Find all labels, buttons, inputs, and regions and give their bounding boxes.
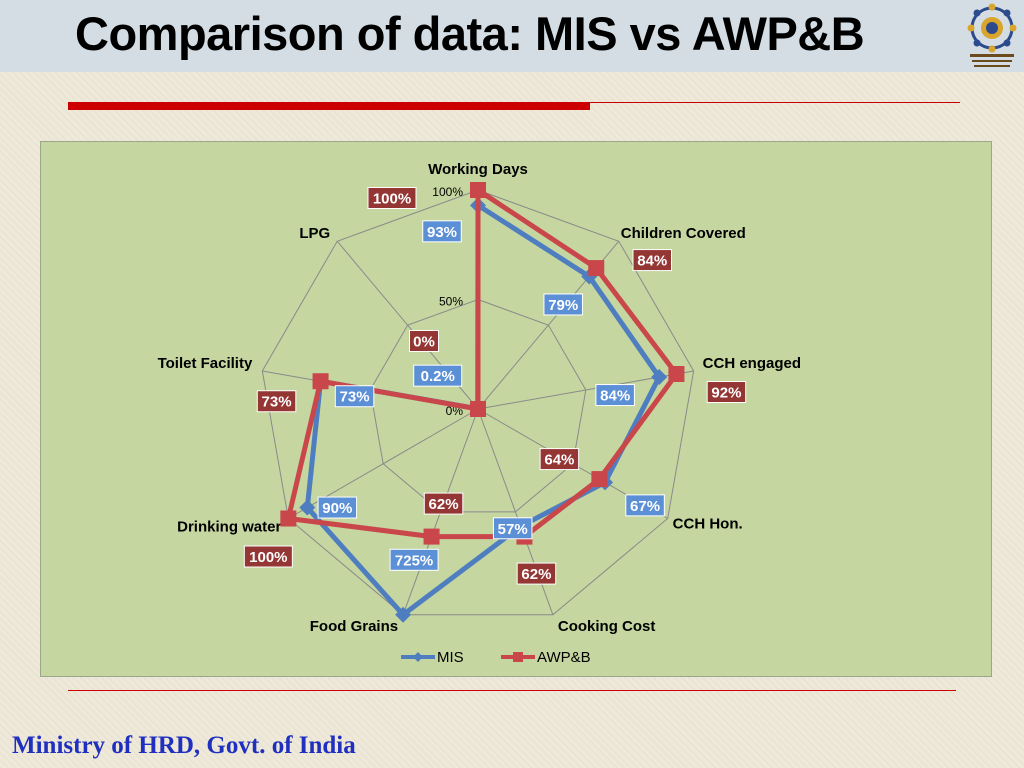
axis-label-children-covered: Children Covered [621, 225, 746, 242]
awpb-point-lpg [470, 401, 486, 417]
data-label-awp-b-lpg: 0% [409, 330, 439, 352]
awpb-point-cch-engaged [668, 366, 685, 383]
awpb-point-food-grains [423, 528, 440, 545]
axis-label-cch-hon: CCH Hon. [673, 516, 743, 533]
data-label-mis-food-grains: 725% [389, 548, 439, 571]
radial-tick-label: 50% [439, 295, 463, 309]
radial-tick-label: 100% [432, 185, 463, 199]
series-lines [280, 182, 685, 623]
data-label-mis-working-days: 93% [422, 220, 462, 243]
data-label-mis-drinking-water: 90% [317, 496, 358, 519]
svg-text:92%: 92% [711, 385, 741, 402]
svg-text:84%: 84% [600, 388, 630, 405]
axis-label-drinking-water: Drinking water [177, 519, 281, 536]
data-label-awp-b-cch-hon: 64% [539, 448, 580, 471]
svg-text:93%: 93% [427, 224, 457, 241]
mis-point-children-covered [581, 268, 598, 285]
svg-text:100%: 100% [249, 549, 287, 566]
grid-ring [369, 298, 587, 513]
mis-point-food-grains [395, 606, 412, 623]
svg-text:57%: 57% [498, 521, 528, 538]
mis-point-drinking-water [299, 499, 316, 516]
data-label-mis-cch-hon: 67% [625, 494, 665, 517]
awpb-point-working-days [470, 182, 486, 198]
legend-item-mis: MIS [401, 649, 464, 666]
data-label-awp-b-children-covered: 84% [632, 249, 672, 272]
svg-text:73%: 73% [262, 394, 292, 411]
grid-ring [261, 189, 695, 616]
svg-text:64%: 64% [544, 452, 574, 469]
axis-label-lpg: LPG [299, 225, 330, 242]
axis-label-cch-engaged: CCH engaged [703, 355, 801, 372]
svg-text:79%: 79% [548, 297, 578, 314]
decorative-rule-thin [590, 102, 960, 103]
legend: MIS AWP&B [401, 649, 591, 666]
axis-label-toilet-facility: Toilet Facility [158, 355, 253, 372]
data-label-mis-cooking-cost: 57% [492, 517, 533, 540]
data-label-awp-b-toilet-facility: 73% [256, 390, 297, 413]
awpb-point-drinking-water [280, 510, 297, 527]
svg-text:62%: 62% [429, 496, 459, 513]
data-label-awp-b-cooking-cost: 62% [516, 562, 557, 585]
legend-label: MIS [437, 649, 464, 666]
axis-labels: Working Days Children Covered CCH engaged C… [158, 161, 801, 635]
awpb-point-toilet-facility [312, 373, 329, 390]
decorative-rule-bottom [68, 690, 956, 691]
radar-chart: 0% 50% 100% Working Days Children Covered CC… [158, 161, 801, 666]
axis-label-working-days: Working Days [428, 161, 528, 178]
mid-day-meal-scheme-logo-icon [967, 3, 1017, 67]
awpb-point-cch-hon [591, 471, 608, 488]
svg-text:725%: 725% [395, 552, 433, 569]
svg-text:0.2%: 0.2% [421, 368, 455, 385]
svg-text:73%: 73% [340, 389, 370, 406]
axis-label-food-grains: Food Grains [310, 618, 398, 635]
data-label-awp-b-food-grains: 62% [423, 492, 464, 515]
svg-text:100%: 100% [373, 191, 411, 208]
data-label-mis-cch-engaged: 84% [595, 384, 635, 407]
svg-text:67%: 67% [630, 498, 660, 515]
data-label-awp-b-cch-engaged: 92% [706, 381, 747, 404]
title-bar: Comparison of data: MIS vs AWP&B [0, 0, 1024, 72]
svg-text:62%: 62% [521, 566, 551, 583]
legend-label: AWP&B [537, 649, 591, 666]
footer-ministry: Ministry of HRD, Govt. of India [12, 732, 356, 759]
data-label-mis-toilet-facility: 73% [334, 385, 375, 408]
svg-text:90%: 90% [322, 500, 352, 517]
decorative-rule-thick [68, 102, 590, 110]
data-label-awp-b-drinking-water: 100% [243, 545, 293, 568]
svg-text:0%: 0% [413, 334, 435, 351]
svg-text:84%: 84% [637, 253, 667, 270]
mis-point-cch-engaged [651, 369, 668, 386]
legend-item-awp-b: AWP&B [501, 649, 591, 666]
axis-label-cooking-cost: Cooking Cost [558, 618, 656, 635]
data-label-mis-children-covered: 79% [543, 293, 583, 316]
awpb-point-children-covered [588, 260, 605, 277]
data-labels: 93% 79% 84% 67% 57% 725% 90% 73% 0.2% 100% 84% 92% 6… [243, 187, 747, 585]
data-label-awp-b-working-days: 100% [367, 187, 417, 209]
slide-title: Comparison of data: MIS vs AWP&B [75, 7, 865, 60]
data-label-mis-lpg: 0.2% [413, 364, 463, 387]
series-line-awp-b [285, 187, 679, 540]
radar-chart-panel: 0% 50% 100% Working Days Children Covered CC… [40, 141, 992, 677]
